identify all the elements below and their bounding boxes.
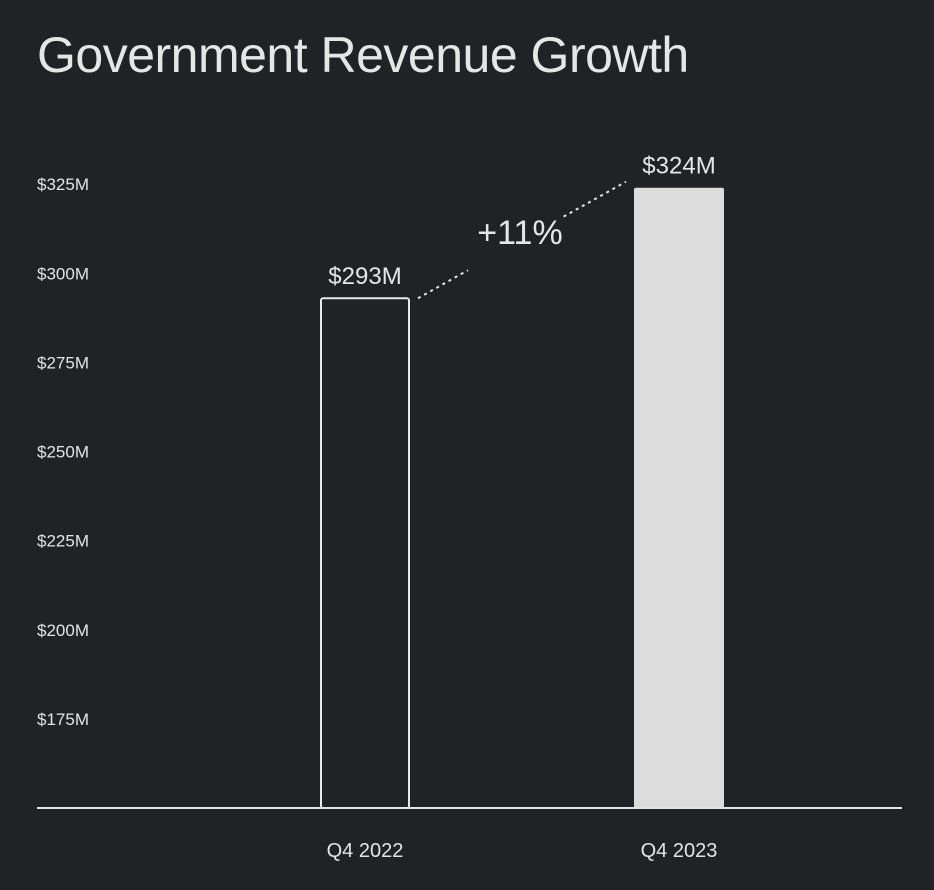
bar-q4-2022 (320, 297, 410, 809)
y-tick-label: $300M (37, 264, 89, 283)
y-tick-label: $225M (37, 532, 89, 551)
bar-value-label: $293M (328, 263, 401, 290)
data-labels: $293M $324M (328, 153, 715, 291)
bar-value-label: $324M (642, 153, 715, 180)
y-tick-label: $200M (37, 621, 89, 640)
x-tick-label: Q4 2022 (327, 840, 404, 862)
y-tick-label: $275M (37, 353, 89, 372)
y-axis-ticks: $175M $200M $225M $250M $275M $300M $325M (37, 175, 89, 729)
x-tick-label: Q4 2023 (641, 840, 718, 862)
y-tick-label: $250M (37, 443, 89, 462)
growth-connector: +11% (417, 180, 627, 300)
growth-connector-line-left (417, 269, 469, 300)
chart-title: Government Revenue Growth (37, 27, 689, 83)
growth-annotation: +11% (477, 214, 562, 252)
x-axis-ticks: Q4 2022 Q4 2023 (327, 840, 718, 862)
bar-q4-2023 (634, 187, 724, 808)
growth-connector-line-right (563, 180, 627, 218)
y-tick-label: $175M (37, 710, 89, 729)
y-tick-label: $325M (37, 175, 89, 194)
